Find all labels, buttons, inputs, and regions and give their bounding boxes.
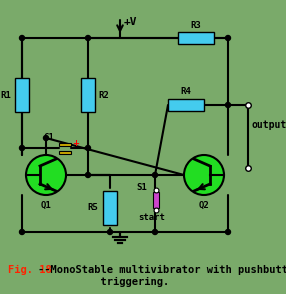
Bar [15,78,29,112]
Text: --MonoStable multivibrator with pushbutton
          triggering.: --MonoStable multivibrator with pushbutt… [38,265,286,287]
Circle shape [108,230,112,235]
Text: Q1: Q1 [41,201,51,210]
Bar [153,192,159,208]
Bar [81,78,95,112]
Bar [59,143,71,146]
Circle shape [225,230,231,235]
Bar [103,191,117,225]
Circle shape [19,146,25,151]
Text: +: + [72,139,79,148]
Bar [178,32,214,44]
Circle shape [26,155,66,195]
Circle shape [184,155,224,195]
Bar [168,99,204,111]
Circle shape [225,36,231,41]
Text: Q2: Q2 [198,201,209,210]
Text: R2: R2 [99,91,109,99]
Text: R5: R5 [88,203,98,213]
Circle shape [86,146,90,151]
Circle shape [152,230,158,235]
Text: Fig. 18: Fig. 18 [8,265,52,275]
Circle shape [86,173,90,178]
Bar [59,151,71,153]
Circle shape [225,103,231,108]
Circle shape [43,136,49,141]
Text: S1: S1 [137,183,147,193]
Text: C1: C1 [44,133,54,143]
Circle shape [152,173,158,178]
Circle shape [19,36,25,41]
Circle shape [86,36,90,41]
Text: +V: +V [124,17,138,27]
Text: output: output [252,120,286,130]
Text: R3: R3 [191,21,201,29]
Text: R4: R4 [181,88,191,96]
Text: R1: R1 [1,91,11,99]
Circle shape [19,230,25,235]
Text: start: start [138,213,165,223]
